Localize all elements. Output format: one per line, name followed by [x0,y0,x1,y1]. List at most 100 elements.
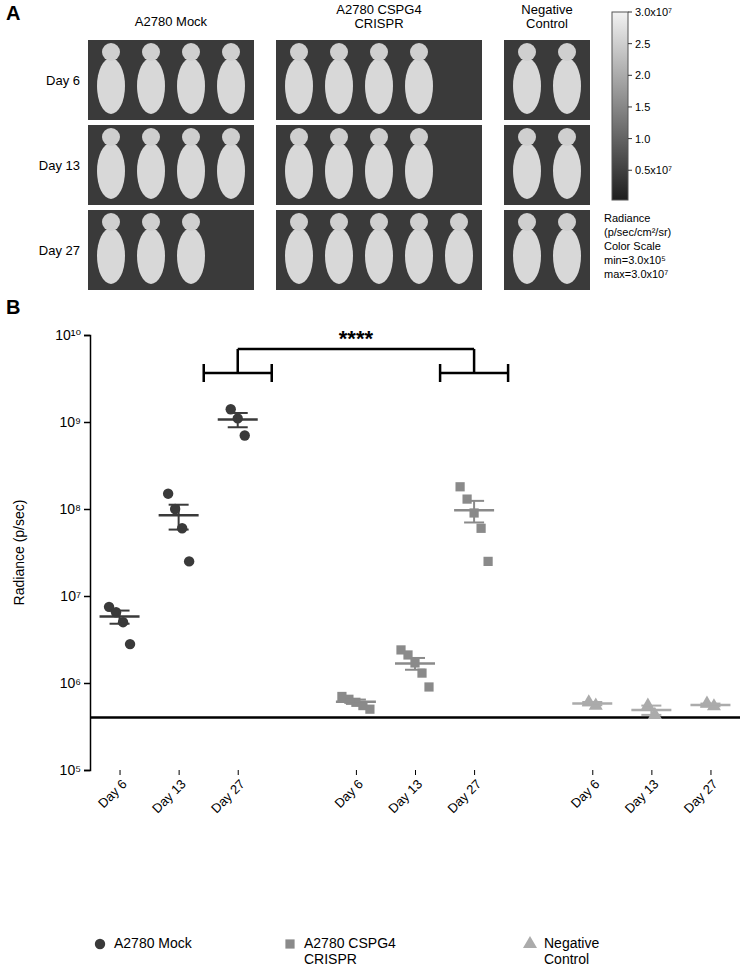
mouse-head [518,128,536,146]
error-bar-cap [700,703,720,705]
bracket-riser [473,349,476,373]
error-bar-cap [405,657,425,659]
colorbar-tick-label: 3.0x10⁷ [635,6,672,18]
error-bar [405,658,425,670]
data-point [455,482,464,491]
mouse-head [410,128,428,146]
mouse-body [97,143,125,199]
mouse [177,213,205,284]
mouse [137,128,165,199]
threshold-line [90,716,740,719]
significance-label: **** [339,326,374,351]
image-background [276,40,482,120]
colorbar-tick [628,43,632,44]
colorbar-caption: (p/sec/cm²/sr) [604,226,671,238]
mouse-head [222,43,240,61]
mouse-head [410,43,428,61]
mouse-body [137,58,165,114]
mouse-body [325,58,353,114]
colorbar-tick-label: 2.0 [635,69,650,81]
x-tick [651,770,652,775]
mouse-body [365,143,393,199]
figure: AA2780 MockA2780 CSPG4CRISPRNegativeCont… [0,0,754,972]
mouse [365,43,393,114]
colorbar-caption: max=3.0x10⁷ [604,268,668,280]
mouse [217,128,245,199]
mouse-body [553,143,581,199]
data-point [184,556,194,566]
mouse-body [553,228,581,284]
error-bar-stem [414,658,416,670]
mouse-head [182,128,200,146]
mouse-body [177,228,205,284]
error-bar-cap [582,704,602,706]
image-background [88,125,254,205]
mouse-head [142,213,160,231]
mouse-body [513,143,541,199]
x-tick-label: Day 6 [568,776,603,811]
mouse-head [142,128,160,146]
mouse [177,43,205,114]
error-bar [641,706,661,715]
data-point [163,488,173,498]
mouse-body [285,58,313,114]
mouse-head [102,213,120,231]
legend-marker [285,939,294,948]
error-bar-cap [169,529,189,531]
colorbar-tick [628,106,632,107]
mouse [445,213,473,284]
colorbar-caption: Radiance [604,212,650,224]
mouse [513,43,541,114]
colorbar-tick-label: 1.5 [635,101,650,113]
image-background [276,125,482,205]
mouse-head [102,128,120,146]
mouse [513,213,541,284]
bracket-riser [236,349,239,373]
legend-label: A2780 Mock [114,935,193,951]
mouse [285,43,313,114]
mouse [513,128,541,199]
mouse-body [217,143,245,199]
mouse-head [222,128,240,146]
x-tick [592,770,593,775]
mouse [97,128,125,199]
image-background [504,40,590,120]
y-tick [84,422,90,424]
error-bar-cap [641,714,661,716]
mouse [553,128,581,199]
mouse [217,43,245,114]
mouse-head [330,43,348,61]
colorbar-tick [628,12,632,13]
mean-line [690,704,730,707]
x-tick-label: Day 6 [331,776,366,811]
y-tick-label: 10⁹ [59,414,81,430]
mouse-head [410,213,428,231]
error-bar [110,611,130,624]
data-point [125,639,135,649]
x-tick [356,770,357,775]
mouse-head [330,213,348,231]
mouse [285,213,313,284]
data-point [462,494,471,503]
panel-label: B [6,296,20,318]
mouse-head [330,128,348,146]
y-axis-line [84,336,91,771]
mouse-body [97,58,125,114]
mouse-body [137,228,165,284]
error-bar-cap [464,521,484,523]
mouse [553,43,581,114]
legend-label: A2780 CSPG4CRISPR [304,935,396,967]
legend-marker [95,939,105,949]
y-tick [84,335,90,337]
bracket-cap-end [270,364,273,382]
mouse [285,128,313,199]
mouse-head [290,128,308,146]
mean-line [572,702,612,705]
x-tick [710,770,711,775]
x-axis: Day 6Day 13Day 27Day 6Day 13Day 27Day 6D… [95,770,721,816]
error-bar-stem [650,706,652,715]
mouse [97,213,125,284]
bracket-cap-end [439,364,442,382]
mouse-body [513,58,541,114]
legend: A2780 MockA2780 CSPG4CRISPRNegativeContr… [95,935,600,967]
